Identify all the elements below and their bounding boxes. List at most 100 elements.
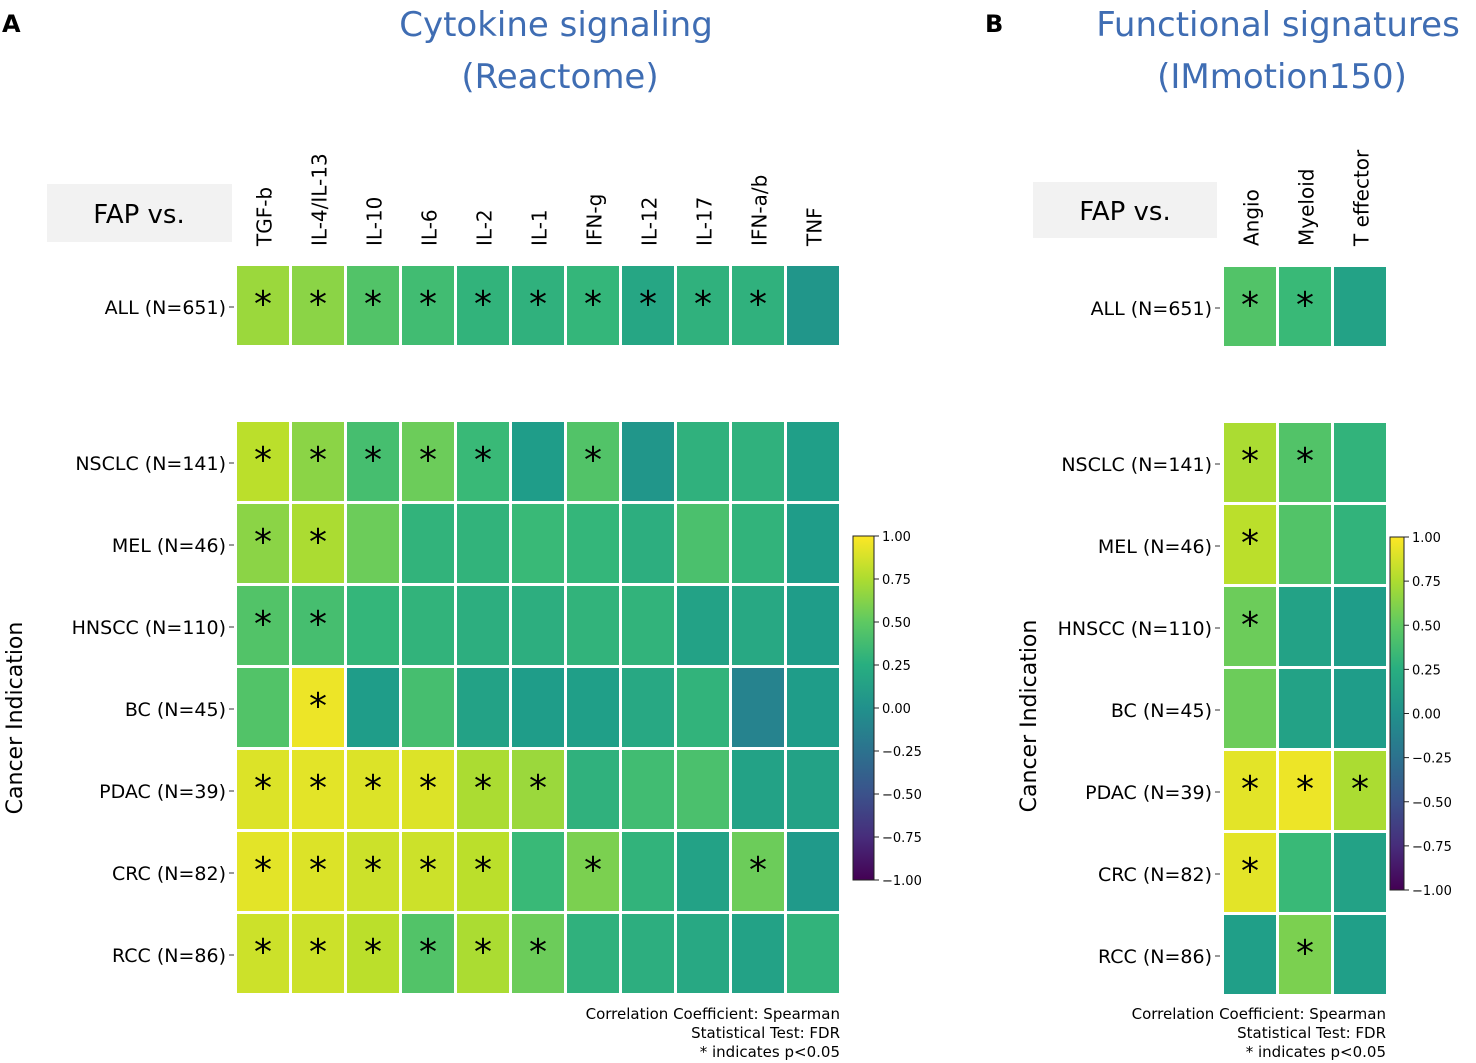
significance-star-b-7-1: *: [1296, 933, 1314, 974]
col-label-a-3: IL-6: [418, 209, 442, 246]
significance-star-a-3-0: *: [254, 604, 272, 645]
significance-star-a-7-1: *: [309, 932, 327, 973]
colorbar-tick-label-b-0: 1.00: [1412, 531, 1441, 546]
significance-star-a-6-4: *: [474, 850, 492, 891]
heat-cell-b-4-2: [1334, 669, 1386, 748]
heat-cell-b-4-0: [1224, 669, 1276, 748]
row-label-b-4: BC (N=45): [1111, 700, 1212, 722]
heat-cell-a-3-0: [237, 586, 289, 665]
heat-cell-a-3-3: [402, 586, 454, 665]
heat-cell-a-7-6: [567, 914, 619, 993]
significance-star-a-0-7: *: [639, 284, 657, 325]
heat-cell-b-4-1: [1279, 669, 1331, 748]
significance-star-a-3-1: *: [309, 604, 327, 645]
col-label-a-2: IL-10: [363, 197, 387, 246]
significance-star-a-6-1: *: [309, 850, 327, 891]
significance-star-a-0-1: *: [309, 284, 327, 325]
heat-cell-a-3-4: [457, 586, 509, 665]
colorbar-tick-label-b-6: −0.50: [1412, 796, 1452, 811]
colorbar-tick-label-b-1: 0.75: [1412, 575, 1441, 590]
heat-cell-b-5-1: [1279, 751, 1331, 830]
heat-cell-a-5-8: [677, 750, 729, 829]
row-label-a-5: PDAC (N=39): [99, 781, 226, 803]
heat-cell-a-7-7: [622, 914, 674, 993]
heat-cell-b-7-2: [1334, 915, 1386, 994]
heat-cell-a-2-5: [512, 504, 564, 583]
heat-cell-a-7-1: [292, 914, 344, 993]
heat-cell-a-4-9: [732, 668, 784, 747]
colorbar-b: [1389, 536, 1405, 891]
heat-cell-a-2-6: [567, 504, 619, 583]
colorbar-tick-label-a-5: −0.25: [882, 745, 922, 760]
heat-cell-a-7-4: [457, 914, 509, 993]
significance-star-a-1-0: *: [254, 440, 272, 481]
heat-cell-b-2-2: [1334, 505, 1386, 584]
significance-star-a-0-3: *: [419, 284, 437, 325]
col-label-a-0: TGF-b: [253, 187, 277, 247]
significance-star-a-1-3: *: [419, 440, 437, 481]
heat-cell-a-6-1: [292, 832, 344, 911]
panel-a-footnote-2: Statistical Test: FDR: [691, 1024, 840, 1042]
heat-cell-a-5-10: [787, 750, 839, 829]
heat-cell-a-6-3: [402, 832, 454, 911]
heat-cell-a-4-2: [347, 668, 399, 747]
col-label-a-1: IL-4/IL-13: [308, 153, 332, 246]
colorbar-a: [852, 535, 875, 881]
row-label-b-7: RCC (N=86): [1098, 946, 1212, 968]
heat-cell-a-0-8: [677, 266, 729, 345]
heat-cell-a-0-5: [512, 266, 564, 345]
heat-cell-a-1-0: [237, 422, 289, 501]
heat-cell-a-0-2: [347, 266, 399, 345]
panel-b-footnote-2: Statistical Test: FDR: [1237, 1024, 1386, 1042]
heat-cell-a-7-5: [512, 914, 564, 993]
panel-b-title-line2: (IMmotion150): [1157, 57, 1407, 97]
heat-cell-a-1-9: [732, 422, 784, 501]
row-label-a-0: ALL (N=651): [105, 297, 226, 319]
panel-b-footnote-1: Correlation Coefficient: Spearman: [1132, 1005, 1386, 1023]
heat-cell-a-0-10: [787, 266, 839, 345]
heat-cell-b-7-0: [1224, 915, 1276, 994]
heat-cell-a-2-1: [292, 504, 344, 583]
panel-a-title-line2: (Reactome): [461, 57, 658, 97]
heat-cell-a-6-2: [347, 832, 399, 911]
heat-cell-b-3-0: [1224, 587, 1276, 666]
heat-cell-a-6-7: [622, 832, 674, 911]
significance-star-a-5-5: *: [529, 768, 547, 809]
colorbar-tick-label-b-8: −1.00: [1412, 884, 1452, 899]
heat-cell-a-7-0: [237, 914, 289, 993]
heat-cell-b-1-0: [1224, 423, 1276, 502]
heat-cell-a-0-6: [567, 266, 619, 345]
colorbar-tick-label-b-3: 0.25: [1412, 663, 1441, 678]
heat-cell-a-4-1: [292, 668, 344, 747]
heat-cell-a-6-5: [512, 832, 564, 911]
heat-cell-a-5-4: [457, 750, 509, 829]
heat-cell-a-3-8: [677, 586, 729, 665]
colorbar-tick-label-a-4: 0.00: [882, 702, 911, 717]
significance-star-a-5-0: *: [254, 768, 272, 809]
heat-cell-a-0-3: [402, 266, 454, 345]
row-label-b-6: CRC (N=82): [1098, 864, 1212, 886]
row-label-b-3: HNSCC (N=110): [1058, 618, 1212, 640]
panel-a-letter: A: [2, 10, 21, 38]
row-label-a-2: MEL (N=46): [112, 535, 226, 557]
significance-star-b-5-0: *: [1241, 769, 1259, 810]
heat-cell-a-5-2: [347, 750, 399, 829]
heat-cell-a-2-2: [347, 504, 399, 583]
significance-star-a-7-5: *: [529, 932, 547, 973]
row-label-b-2: MEL (N=46): [1098, 536, 1212, 558]
panel-a-corner-box: [47, 184, 232, 242]
heat-cell-a-6-9: [732, 832, 784, 911]
panel-b-corner-box: [1033, 182, 1217, 238]
significance-star-a-1-6: *: [584, 440, 602, 481]
colorbar-tick-label-a-6: −0.50: [882, 788, 922, 803]
panel-b-footnote-3: * indicates p<0.05: [1246, 1043, 1386, 1061]
heat-cell-a-7-9: [732, 914, 784, 993]
col-label-a-7: IL-12: [638, 197, 662, 246]
heat-cell-a-7-8: [677, 914, 729, 993]
colorbar-tick-label-b-2: 0.50: [1412, 619, 1441, 634]
row-label-a-4: BC (N=45): [125, 699, 226, 721]
heat-cell-b-3-2: [1334, 587, 1386, 666]
colorbar-tick-label-a-3: 0.25: [882, 659, 911, 674]
heat-cell-b-7-1: [1279, 915, 1331, 994]
heat-cell-a-3-9: [732, 586, 784, 665]
